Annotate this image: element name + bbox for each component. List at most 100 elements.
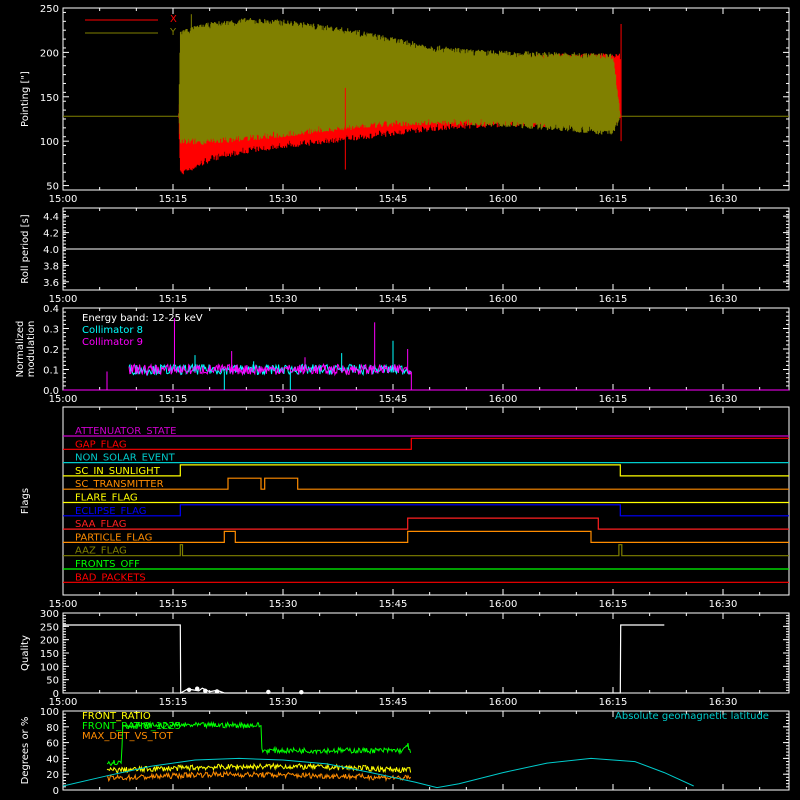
- y-tick-label: 0.2: [43, 345, 59, 356]
- quality-dot: [203, 688, 208, 694]
- x-tick-label: 16:00: [489, 194, 518, 205]
- flag-label: PARTICLE_FLAG: [75, 532, 152, 543]
- x-tick-label: 16:30: [709, 697, 738, 708]
- flag-trace: [63, 437, 789, 450]
- series-max-det-vs-tot: [106, 770, 412, 783]
- y-tick-label: 300: [40, 609, 59, 620]
- y-axis-label: Roll period [s]: [20, 214, 31, 283]
- y-tick-label: 250: [40, 4, 59, 15]
- x-tick-label: 16:00: [489, 599, 518, 610]
- legend-label-x: X: [170, 14, 177, 25]
- flag-label: SC_IN_SUNLIGHT: [75, 466, 161, 477]
- flag-flare-flag: FLARE_FLAG: [63, 493, 789, 504]
- panel-frame: [62, 7, 790, 191]
- flag-label: BAD_PACKETS: [75, 572, 146, 583]
- x-tick-label: 16:15: [599, 599, 628, 610]
- flag-label: SAA_FLAG: [75, 519, 126, 530]
- flag-label: ATTENUATOR_STATE: [75, 426, 176, 437]
- y-tick-label: 0.4: [43, 304, 59, 315]
- x-tick-label: 15:00: [49, 194, 78, 205]
- quality-dot: [214, 689, 220, 694]
- series-front-ratio: [106, 762, 412, 774]
- panel-geo: 0 20 40 60 80 100 Degrees or % FRONT_RATIOFRONT…: [20, 707, 790, 797]
- flag-label: NON_SOLAR_EVENT: [75, 453, 176, 464]
- flag-saa-flag: SAA_FLAG: [63, 517, 789, 530]
- legend-label: Collimator 8: [82, 325, 143, 336]
- x-tick-label: 16:30: [709, 194, 738, 205]
- y-tick-label: 60: [46, 739, 59, 750]
- y-tick-label: 0.1: [43, 366, 59, 377]
- panel-quality: 0 50 100 150 200 250 300 Quality 15:00 15:15 15:30…: [20, 609, 790, 708]
- geomagnetic-latitude-label: Absolute geomagnetic latitude: [615, 711, 769, 722]
- series-y: [178, 18, 621, 145]
- legend-label: Energy band: 12-25 keV: [82, 313, 203, 324]
- x-tick-label: 16:15: [599, 394, 628, 405]
- flag-bad-packets: BAD_PACKETS: [63, 572, 789, 583]
- flag-label: GAP_FLAG: [75, 439, 127, 450]
- y-tick-label: 100: [40, 137, 59, 148]
- flag-label: ECLIPSE_FLAG: [75, 506, 146, 517]
- flag-attenuator-state: ATTENUATOR_STATE: [63, 426, 789, 437]
- y-tick-label: 4.2: [43, 229, 59, 240]
- y-tick-label: 4.0: [43, 245, 59, 256]
- quality-dot: [266, 689, 271, 695]
- panel-pointing: 50 100 150 200 250 Pointing ["] XY 15:00 15:15 15…: [20, 4, 790, 205]
- x-tick-label: 16:15: [599, 194, 628, 205]
- x-tick-label: 15:45: [379, 294, 408, 305]
- x-tick-label: 15:00: [49, 599, 78, 610]
- y-tick-label: 0.3: [43, 325, 59, 336]
- y-axis-label: Flags: [20, 488, 31, 514]
- x-tick-label: 15:15: [159, 697, 188, 708]
- y-tick-label: 150: [40, 93, 59, 104]
- flag-particle-flag: PARTICLE_FLAG: [63, 530, 789, 543]
- x-tick-label: 15:15: [159, 194, 188, 205]
- flag-gap-flag: GAP_FLAG: [63, 437, 789, 450]
- y-tick-label: 3.6: [43, 278, 59, 289]
- panel-frame: [62, 710, 790, 791]
- y-tick-label: 50: [46, 182, 59, 193]
- quality-dot: [195, 686, 200, 691]
- flag-trace: [63, 477, 789, 490]
- y-tick-label: 250: [40, 622, 59, 633]
- flag-label: SC_TRANSMITTER: [75, 479, 164, 490]
- flag-non-solar-event: NON_SOLAR_EVENT: [63, 453, 789, 464]
- x-tick-label: 15:30: [269, 697, 298, 708]
- y-tick-label: 40: [46, 754, 59, 765]
- x-tick-label: 15:00: [49, 697, 78, 708]
- flag-trace: [63, 544, 789, 557]
- quality-dot: [299, 690, 304, 695]
- x-tick-label: 15:30: [269, 394, 298, 405]
- x-tick-label: 16:30: [709, 294, 738, 305]
- flag-label: FLARE_FLAG: [75, 493, 138, 504]
- legend-label: FRONT_RATIO_1225: [82, 721, 181, 732]
- y-tick-label: 200: [40, 636, 59, 647]
- flag-trace: [63, 504, 789, 517]
- flag-trace: [63, 464, 789, 477]
- flag-sc-in-sunlight: SC_IN_SUNLIGHT: [63, 464, 789, 477]
- flag-fronts-off: FRONTS_OFF: [63, 559, 789, 570]
- flag-label: AAZ_FLAG: [75, 546, 127, 557]
- x-tick-label: 16:00: [489, 394, 518, 405]
- x-tick-label: 15:45: [379, 599, 408, 610]
- y-axis-label: Pointing ["]: [20, 71, 31, 127]
- x-tick-label: 15:00: [49, 394, 78, 405]
- quality-dot: [186, 687, 192, 692]
- y-tick-label: 200: [40, 48, 59, 59]
- panel-modulation: 0.0 0.1 0.2 0.3 0.4 Normalizedmodulation Energ…: [15, 304, 790, 405]
- series-y-trace: [178, 18, 621, 145]
- y-axis-label: Quality: [20, 635, 31, 671]
- legend-label: Collimator 9: [82, 337, 143, 348]
- x-tick-label: 15:30: [269, 599, 298, 610]
- y-tick-label: 0.0: [43, 386, 59, 397]
- y-tick-label: 80: [46, 723, 59, 734]
- x-tick-label: 16:00: [489, 294, 518, 305]
- x-tick-label: 16:15: [599, 294, 628, 305]
- series-front-ratio-1225: [106, 720, 412, 766]
- y-axis-label: Normalizedmodulation: [15, 321, 37, 378]
- y-tick-label: 0: [53, 689, 59, 700]
- x-tick-label: 16:00: [489, 697, 518, 708]
- x-tick-label: 15:45: [379, 394, 408, 405]
- flag-aaz-flag: AAZ_FLAG: [63, 544, 789, 557]
- y-tick-label: 3.8: [43, 261, 59, 272]
